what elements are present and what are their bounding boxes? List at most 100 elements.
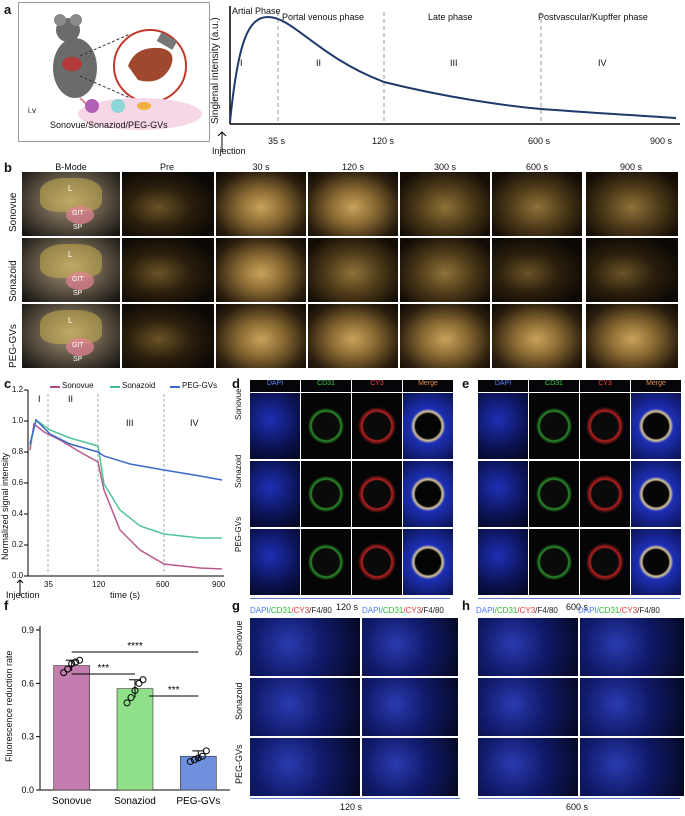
y-tick-label: 0.9 xyxy=(21,625,34,635)
underline-e xyxy=(478,598,680,599)
us-pre-1 xyxy=(122,172,214,236)
panel-label-b: b xyxy=(4,160,12,175)
panel-d-image-cd31-row3 xyxy=(301,529,351,595)
col-900s: 900 s xyxy=(619,162,643,172)
panel-e-image-dapi-row2 xyxy=(478,461,528,527)
panel-label-e: e xyxy=(462,376,470,391)
us-30-2 xyxy=(216,238,306,302)
panel-d-image-cy3-row3 xyxy=(352,529,402,595)
stain-cd31: /CD31 xyxy=(494,606,518,615)
time-g: 120 s xyxy=(340,802,363,812)
panel-e-header-cd31: CD31 xyxy=(529,380,579,392)
organ-l-2: L xyxy=(68,250,73,259)
chart-f-ylabel: Fluorescence reduction rate xyxy=(4,650,14,762)
panel-d-image-cy3-row2 xyxy=(352,461,402,527)
us-900-3 xyxy=(586,304,678,368)
agents-label: Sonovue/Sonaziod/PEG-GVs xyxy=(50,120,168,130)
panel-g-image-row2-overview xyxy=(250,678,360,736)
tick-a-600: 600 s xyxy=(528,136,551,146)
mouse-liver-schematic xyxy=(53,14,202,130)
panel-e-image-cy3-row1 xyxy=(580,393,630,459)
stain-cd31: /CD31 xyxy=(596,606,620,615)
panel-d-image-merge-row1 xyxy=(403,393,453,459)
panel-e-image-merge-row2 xyxy=(631,461,681,527)
legend-sonovue: Sonovue xyxy=(62,381,94,390)
panel-d-image-merge-row3 xyxy=(403,529,453,595)
stain-f480: /F4/80 xyxy=(535,606,558,615)
underline-d xyxy=(250,598,450,599)
panel-e-header-merge: Merge xyxy=(631,380,681,392)
us-300-3 xyxy=(400,304,490,368)
roman-a-3: III xyxy=(450,58,458,68)
signal-intensity-chart xyxy=(16,389,224,596)
data-point xyxy=(64,665,72,673)
row-b-peg: PEG-GVs xyxy=(8,324,19,368)
panel-h-image-row2-overview xyxy=(478,678,578,736)
stain-header-g1: DAPI/CD31/CY3/F4/80 xyxy=(250,606,332,615)
bar xyxy=(53,665,90,791)
panel-e-image-cd31-row1 xyxy=(529,393,579,459)
us-bmode-2 xyxy=(22,238,120,302)
panel-label-d: d xyxy=(232,376,240,391)
phase-curve-chart xyxy=(217,6,680,152)
panel-h-image-row3-zoom xyxy=(580,738,684,796)
us-bmode-1 xyxy=(22,172,120,236)
stain-cd31: /CD31 xyxy=(268,606,292,615)
phase-label-2: Portal venous phase xyxy=(282,12,365,22)
panel-e-image-cd31-row2 xyxy=(529,461,579,527)
data-point xyxy=(186,758,194,766)
data-point xyxy=(198,752,206,760)
stain-header-h1: DAPI/CD31/CY3/F4/80 xyxy=(476,606,558,615)
organ-git-1: GIT xyxy=(72,210,84,217)
col-600s: 600 s xyxy=(525,162,549,172)
bar xyxy=(180,755,217,791)
data-point xyxy=(139,676,147,684)
legend-swatch-sonovue xyxy=(50,386,60,388)
col-120s: 120 s xyxy=(341,162,365,172)
panel-label-g: g xyxy=(232,598,240,613)
ytick-c-5: 1.0 xyxy=(12,416,24,425)
tick-a-35: 35 s xyxy=(268,136,286,146)
data-point xyxy=(194,754,202,762)
sig-label: *** xyxy=(97,663,109,674)
chart-a-ylabel: Singlenal intensity (a.u.) xyxy=(210,17,221,124)
data-point xyxy=(76,656,84,664)
data-point xyxy=(123,699,131,707)
tick-a-120: 120 s xyxy=(372,136,395,146)
roman-a-4: IV xyxy=(598,58,607,68)
panel-g-image-row1-zoom xyxy=(362,618,458,676)
organ-sp-1: SP xyxy=(73,224,83,231)
panel-label-h: h xyxy=(462,598,470,613)
liver-overlay-3 xyxy=(40,310,102,344)
xtick-c-120: 120 xyxy=(92,580,106,589)
xtick-c-900: 900 xyxy=(212,580,226,589)
organ-sp-2: SP xyxy=(73,290,83,297)
panel-e-image-dapi-row1 xyxy=(478,393,528,459)
organ-l-3: L xyxy=(68,316,73,325)
us-pre-2 xyxy=(122,238,214,302)
organ-git-3: GIT xyxy=(72,342,84,349)
git-overlay-3 xyxy=(66,338,94,356)
roman-c-2: II xyxy=(68,394,74,404)
panel-g-image-row2-zoom xyxy=(362,678,458,736)
stain-cd31: /CD31 xyxy=(380,606,404,615)
legend-swatch-peg xyxy=(170,386,180,388)
panel-h-image-row2-zoom xyxy=(580,678,684,736)
data-point xyxy=(60,669,68,677)
panel-h-image-row1-zoom xyxy=(580,618,684,676)
row-b-sonazoid: Sonazoid xyxy=(8,260,19,302)
ytick-c-1: 0.2 xyxy=(12,540,24,549)
underline-h xyxy=(478,798,680,799)
organ-git-2: GIT xyxy=(72,276,84,283)
y-tick-label: 0.3 xyxy=(21,732,34,742)
ytick-c-4: 0.8 xyxy=(12,447,24,456)
us-900-2 xyxy=(586,238,678,302)
category-label: Sonovue xyxy=(52,796,92,807)
us-900-1 xyxy=(586,172,678,236)
stain-dapi: DAPI xyxy=(362,606,381,615)
panel-e-image-cd31-row3 xyxy=(529,529,579,595)
panel-d-header-cy3: CY3 xyxy=(352,380,402,392)
data-point xyxy=(202,747,210,755)
us-120-2 xyxy=(308,238,398,302)
